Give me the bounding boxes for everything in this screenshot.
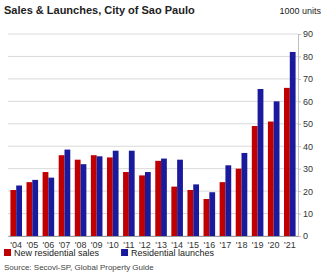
y-tick-label: 60 xyxy=(303,97,313,107)
y-tick: 90 xyxy=(298,29,313,39)
bar xyxy=(284,88,290,236)
legend-label: New residential sales xyxy=(14,248,100,258)
bar xyxy=(32,180,38,236)
bars xyxy=(10,52,295,236)
y-tick: 40 xyxy=(298,142,313,152)
title: Sales & Launches, City of Sao Paulo xyxy=(4,4,195,16)
y-tick-mark xyxy=(298,79,301,80)
plot: 0102030405060708090'04'05'06'07'08'09'10… xyxy=(8,29,313,250)
y-tick-mark xyxy=(298,146,301,147)
bar xyxy=(81,164,87,236)
y-axis: 0 10 20 30 40 50 60 70 80 90 xyxy=(298,29,313,241)
bar xyxy=(16,186,22,237)
bar xyxy=(204,199,210,236)
x-tick-label: '18 xyxy=(236,240,248,250)
y-tick-mark xyxy=(298,169,301,170)
bar xyxy=(268,122,274,236)
y-tick-label: 70 xyxy=(303,74,313,84)
x-tick-label: '21 xyxy=(284,240,296,250)
x-tick: '20 xyxy=(268,240,280,250)
y-axis-line xyxy=(298,35,299,237)
y-tick: 30 xyxy=(298,164,313,174)
bar xyxy=(290,52,296,236)
y-tick-mark xyxy=(298,101,301,102)
y-tick-mark xyxy=(298,34,301,35)
bar xyxy=(274,101,280,236)
y-tick-label: 30 xyxy=(303,164,313,174)
y-tick-mark xyxy=(298,191,301,192)
x-tick-label: '17 xyxy=(220,240,232,250)
bar xyxy=(48,178,54,236)
bar xyxy=(59,155,65,236)
y-tick: 20 xyxy=(298,186,313,196)
y-tick-mark xyxy=(298,214,301,215)
bar xyxy=(209,192,215,236)
bar xyxy=(177,160,183,236)
bar xyxy=(171,187,177,236)
bar xyxy=(220,182,226,236)
x-tick: '18 xyxy=(236,240,248,250)
bar xyxy=(193,184,199,236)
x-tick: '10 xyxy=(107,240,119,250)
x-tick: '21 xyxy=(284,240,296,250)
y-tick: 10 xyxy=(298,209,313,219)
y-tick-label: 40 xyxy=(303,142,313,152)
y-tick-label: 20 xyxy=(303,186,313,196)
bar xyxy=(10,190,16,236)
y-tick: 60 xyxy=(298,97,313,107)
y-tick: 0 xyxy=(298,231,308,241)
bar xyxy=(43,172,49,236)
y-tick: 50 xyxy=(298,119,313,129)
x-tick: '19 xyxy=(252,240,264,250)
bar xyxy=(242,153,248,236)
chart: 0102030405060708090'04'05'06'07'08'09'10… xyxy=(0,0,324,274)
y-tick-mark xyxy=(298,56,301,57)
bar xyxy=(236,169,242,236)
grid-line xyxy=(8,123,298,124)
bar xyxy=(97,156,103,236)
x-tick: '17 xyxy=(220,240,232,250)
y-tick: 80 xyxy=(298,52,313,62)
bar xyxy=(123,172,129,236)
grid xyxy=(8,34,298,236)
bar xyxy=(91,155,97,236)
x-tick-label: '19 xyxy=(252,240,264,250)
y-tick: 70 xyxy=(298,74,313,84)
bar xyxy=(107,157,113,236)
bar xyxy=(27,182,33,236)
legend-swatch xyxy=(4,249,11,256)
bar xyxy=(252,126,258,236)
x-axis-line xyxy=(9,236,299,237)
bar xyxy=(129,151,135,236)
bar xyxy=(187,190,193,236)
bar xyxy=(139,175,145,236)
y-tick-label: 90 xyxy=(303,29,313,39)
x-tick-label: '20 xyxy=(268,240,280,250)
bar xyxy=(155,161,161,236)
bar xyxy=(225,165,231,236)
grid-line xyxy=(8,34,298,35)
grid-line xyxy=(8,56,298,57)
y-tick-label: 50 xyxy=(303,119,313,129)
legend: New residential sales Residential launche… xyxy=(4,248,215,258)
bar xyxy=(75,160,81,236)
bar xyxy=(145,172,151,236)
bar xyxy=(64,150,70,236)
x-tick-label: '10 xyxy=(107,240,119,250)
grid-line xyxy=(8,78,298,79)
bar xyxy=(258,89,264,236)
y-tick-label: 0 xyxy=(303,231,308,241)
y-tick-label: 80 xyxy=(303,52,313,62)
source: Source: Secovi-SP, Global Property Guide xyxy=(4,263,154,272)
legend-label: Residential launches xyxy=(131,248,215,258)
legend-swatch xyxy=(121,249,128,256)
y-tick-mark xyxy=(298,124,301,125)
y-axis-title: 1000 units xyxy=(279,6,321,16)
bar xyxy=(161,159,167,236)
grid-line xyxy=(8,101,298,102)
y-tick-label: 10 xyxy=(303,209,313,219)
bar xyxy=(113,151,119,236)
